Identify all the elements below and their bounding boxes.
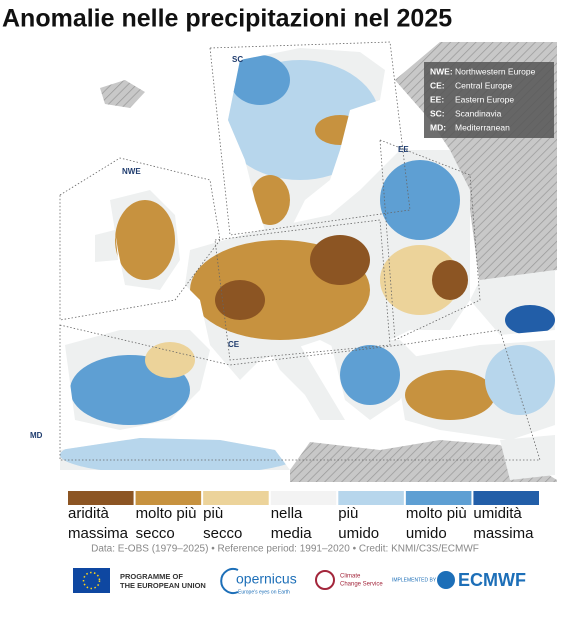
key-name: Scandinavia bbox=[455, 108, 502, 118]
legend-label: secco bbox=[136, 525, 175, 542]
key-name: Central Europe bbox=[455, 80, 512, 90]
eu-text: PROGRAMME OF bbox=[120, 572, 183, 581]
legend-label: più bbox=[203, 505, 223, 522]
key-code: CE: bbox=[430, 80, 445, 90]
region-label: MD bbox=[30, 431, 43, 440]
legend-label: più bbox=[338, 505, 358, 522]
key-code: MD: bbox=[430, 122, 446, 132]
copernicus-text: opernicus bbox=[236, 571, 297, 587]
region-label: EE bbox=[398, 145, 409, 154]
legend-label: massima bbox=[68, 525, 129, 542]
c3s-text: Climate bbox=[340, 574, 361, 580]
legend-label: massima bbox=[473, 525, 534, 542]
region-key-box bbox=[424, 62, 554, 138]
hatched-area bbox=[100, 80, 145, 108]
key-code: NWE: bbox=[430, 66, 453, 76]
credit: Data: E-OBS (1979–2025) • Reference peri… bbox=[91, 544, 479, 555]
legend-label: molto più bbox=[406, 505, 467, 522]
copernicus-sub: Europe's eyes on Earth bbox=[238, 589, 290, 595]
copernicus-c bbox=[220, 568, 239, 594]
hatched-area bbox=[290, 440, 557, 482]
legend-label: media bbox=[271, 525, 313, 542]
legend-label: umidità bbox=[473, 505, 522, 522]
ecmwf-icon bbox=[437, 571, 455, 589]
legend-label: umido bbox=[338, 525, 379, 542]
ecmwf-text: ECMWF bbox=[458, 570, 526, 590]
eu-stars bbox=[82, 571, 101, 590]
key-name: Mediterranean bbox=[455, 122, 510, 132]
legend-swatch bbox=[405, 491, 472, 505]
eu-text: THE EUROPEAN UNION bbox=[120, 581, 206, 590]
legend-swatch bbox=[135, 491, 202, 505]
legend-swatch bbox=[203, 491, 269, 505]
legend-label: aridità bbox=[68, 505, 110, 522]
key-name: Northwestern Europe bbox=[455, 66, 536, 76]
legend-label: umido bbox=[406, 525, 447, 542]
implemented-by: IMPLEMENTED BY bbox=[392, 577, 437, 583]
c3s-icon bbox=[315, 570, 335, 590]
key-name: Eastern Europe bbox=[455, 94, 514, 104]
region-label: SC bbox=[232, 55, 243, 64]
legend-label: nella bbox=[271, 505, 303, 522]
legend-swatch bbox=[68, 491, 134, 505]
legend-swatch bbox=[270, 491, 337, 505]
legend-swatch bbox=[473, 491, 539, 505]
region-boundaries bbox=[59, 41, 541, 461]
c3s-text: Change Service bbox=[340, 582, 383, 588]
title: Anomalie nelle precipitazioni nel 2025 bbox=[2, 5, 452, 33]
key-code: SC: bbox=[430, 108, 445, 118]
region-label: CE bbox=[228, 340, 240, 349]
legend-swatch bbox=[338, 491, 404, 505]
legend-label: molto più bbox=[136, 505, 197, 522]
legend-label: secco bbox=[203, 525, 242, 542]
key-code: EE: bbox=[430, 94, 444, 104]
region-label: NWE bbox=[122, 167, 141, 176]
